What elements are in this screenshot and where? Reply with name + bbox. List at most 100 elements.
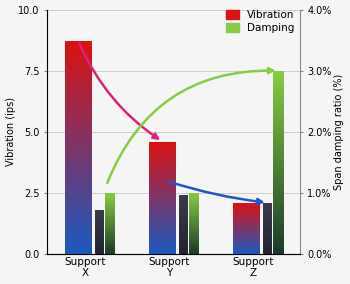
- Bar: [149, 172, 176, 173]
- Bar: [273, 199, 284, 200]
- Bar: [105, 241, 116, 242]
- Bar: [65, 251, 92, 252]
- Bar: [179, 195, 188, 196]
- Bar: [149, 148, 176, 149]
- Bar: [273, 76, 284, 77]
- Bar: [105, 229, 116, 230]
- Bar: [65, 171, 92, 172]
- Bar: [149, 231, 176, 232]
- Bar: [189, 235, 200, 236]
- Bar: [273, 108, 284, 109]
- Bar: [273, 194, 284, 195]
- Bar: [105, 213, 116, 214]
- Bar: [65, 105, 92, 106]
- Bar: [65, 189, 92, 190]
- Bar: [105, 214, 116, 215]
- Bar: [273, 172, 284, 173]
- Bar: [105, 197, 116, 198]
- Bar: [65, 243, 92, 245]
- Bar: [65, 67, 92, 68]
- Bar: [65, 95, 92, 96]
- Bar: [273, 181, 284, 182]
- Bar: [65, 153, 92, 154]
- Bar: [273, 211, 284, 212]
- Bar: [149, 189, 176, 190]
- Bar: [65, 75, 92, 76]
- Bar: [65, 131, 92, 132]
- Bar: [65, 71, 92, 72]
- Bar: [273, 167, 284, 168]
- Bar: [105, 221, 116, 222]
- Bar: [149, 245, 176, 246]
- Bar: [149, 152, 176, 153]
- Bar: [105, 226, 116, 227]
- Bar: [65, 136, 92, 137]
- Bar: [105, 211, 116, 212]
- Bar: [149, 176, 176, 177]
- Bar: [273, 183, 284, 184]
- Bar: [273, 147, 284, 148]
- Bar: [65, 179, 92, 181]
- Bar: [273, 149, 284, 150]
- Bar: [65, 100, 92, 101]
- Bar: [65, 126, 92, 128]
- Bar: [65, 186, 92, 187]
- Bar: [65, 88, 92, 89]
- Bar: [65, 212, 92, 213]
- Bar: [273, 219, 284, 220]
- Bar: [149, 177, 176, 178]
- Bar: [273, 246, 284, 247]
- Bar: [65, 140, 92, 141]
- Bar: [65, 114, 92, 115]
- Bar: [149, 200, 176, 201]
- Bar: [65, 248, 92, 249]
- Bar: [179, 216, 188, 217]
- Bar: [273, 177, 284, 178]
- Bar: [65, 154, 92, 155]
- Bar: [273, 173, 284, 174]
- Bar: [273, 245, 284, 246]
- Bar: [189, 252, 200, 253]
- Bar: [65, 83, 92, 84]
- Bar: [149, 211, 176, 212]
- Bar: [65, 215, 92, 216]
- Bar: [65, 45, 92, 46]
- Bar: [65, 135, 92, 136]
- Bar: [179, 224, 188, 225]
- Bar: [179, 209, 188, 210]
- Bar: [105, 216, 116, 217]
- Bar: [189, 239, 200, 240]
- Bar: [149, 230, 176, 231]
- Bar: [273, 214, 284, 215]
- Bar: [179, 243, 188, 244]
- Bar: [65, 142, 92, 143]
- Bar: [149, 144, 176, 145]
- Bar: [273, 103, 284, 104]
- Bar: [65, 124, 92, 125]
- Bar: [65, 158, 92, 159]
- Bar: [273, 87, 284, 88]
- Bar: [189, 207, 200, 208]
- Bar: [149, 175, 176, 176]
- Bar: [273, 158, 284, 159]
- Bar: [65, 246, 92, 247]
- Bar: [189, 194, 200, 195]
- Bar: [65, 174, 92, 175]
- Bar: [65, 249, 92, 250]
- Bar: [149, 247, 176, 248]
- Bar: [273, 136, 284, 137]
- Bar: [179, 214, 188, 215]
- Bar: [65, 241, 92, 242]
- Bar: [65, 220, 92, 221]
- Bar: [65, 187, 92, 188]
- Bar: [179, 206, 188, 207]
- Bar: [65, 66, 92, 67]
- Bar: [189, 200, 200, 201]
- Bar: [273, 175, 284, 176]
- Bar: [273, 144, 284, 145]
- Bar: [273, 231, 284, 232]
- Bar: [105, 225, 116, 226]
- Bar: [189, 196, 200, 197]
- Bar: [273, 116, 284, 118]
- Bar: [273, 248, 284, 249]
